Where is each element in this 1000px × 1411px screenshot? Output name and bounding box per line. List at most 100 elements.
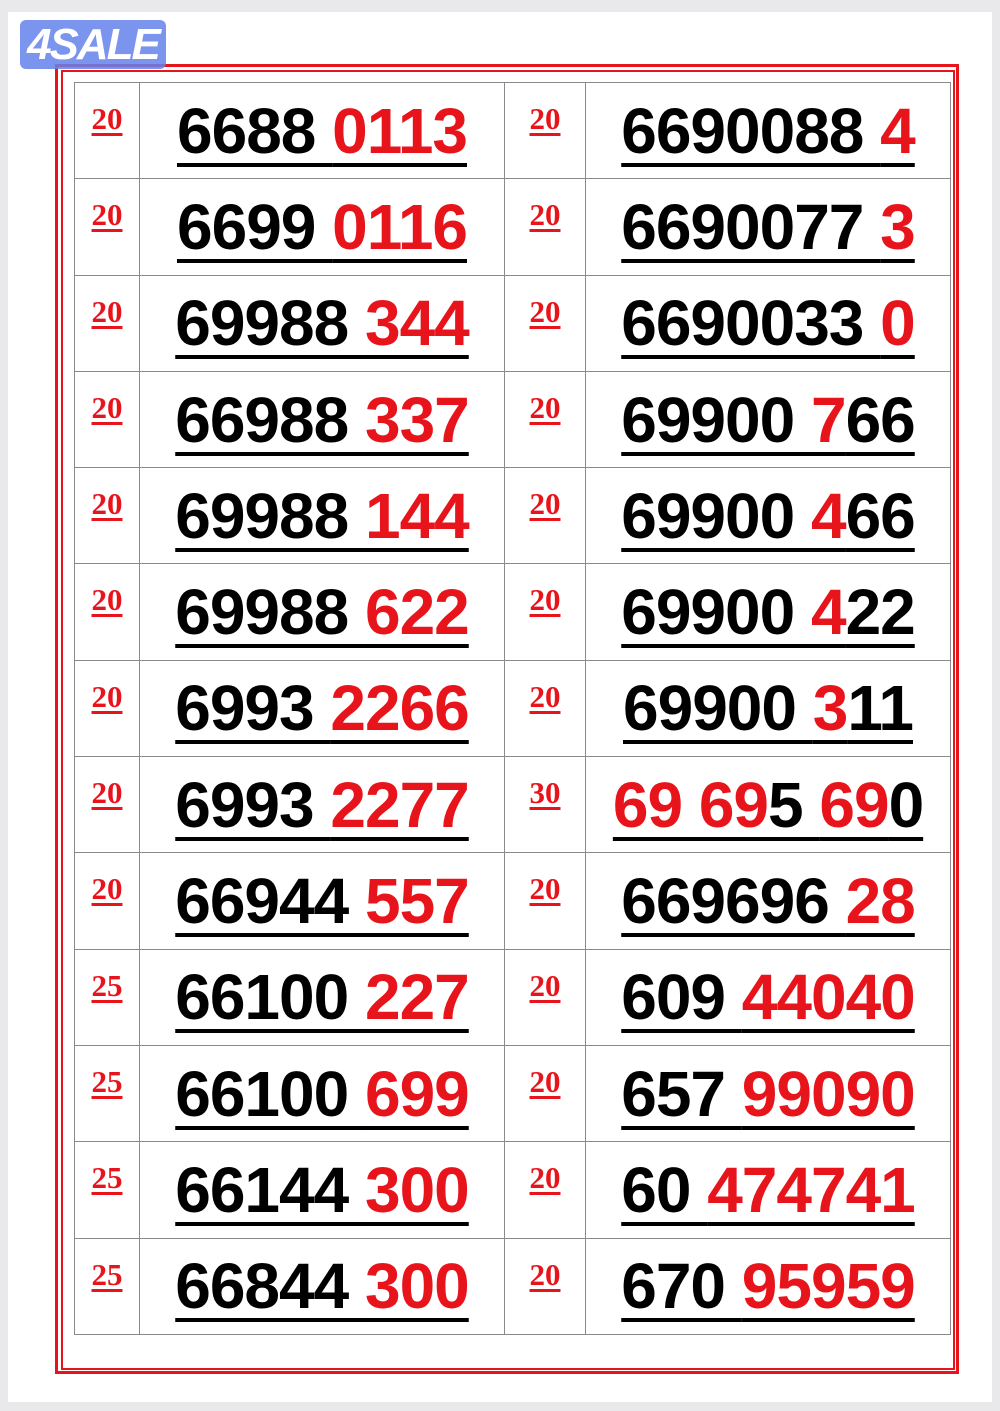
price-cell: 20: [504, 659, 586, 758]
digits: 69900: [623, 672, 813, 745]
digits: 69988: [175, 287, 365, 360]
phone-number: 69900 311: [623, 672, 914, 745]
digits: 657: [621, 1057, 742, 1130]
phone-number-cell: 60 474741: [585, 1141, 951, 1239]
price-cell: 25: [74, 1044, 140, 1143]
digits: 5: [768, 768, 820, 841]
table-row: 20 69988 622 20 69900 422: [74, 563, 951, 661]
highlighted-digits: 344: [364, 287, 470, 360]
price-cell: 20: [504, 467, 586, 565]
digits: 69988: [175, 576, 365, 649]
highlighted-digits: 474741: [707, 1153, 916, 1226]
highlighted-digits: 69 69: [612, 768, 769, 841]
highlighted-digits: 95959: [741, 1250, 916, 1323]
price-cell: 20: [504, 852, 586, 950]
phone-number: 66100 699: [175, 1057, 470, 1130]
price-cell: 20: [504, 1237, 586, 1336]
digits: 66100: [175, 1057, 365, 1130]
phone-number-cell: 69900 422: [585, 563, 951, 661]
price-cell: 20: [74, 274, 140, 372]
phone-number: 6699 0116: [177, 190, 468, 263]
phone-number: 6993 2277: [175, 768, 470, 841]
highlighted-digits: 300: [364, 1153, 470, 1226]
outer-red-border: [55, 64, 959, 1374]
price-label: 20: [91, 197, 123, 233]
phone-number: 66944 557: [175, 865, 470, 937]
digits: 66844: [175, 1250, 365, 1323]
table-row: 25 66144 300 20 60 474741: [74, 1141, 951, 1239]
table-row: 25 66844 300 20 670 95959: [74, 1237, 951, 1336]
price-label: 25: [91, 967, 123, 1003]
phone-number: 6690077 3: [621, 190, 916, 263]
phone-number-cell: 609 44040: [585, 948, 951, 1046]
digits: 0: [888, 768, 925, 841]
price-cell: 20: [74, 370, 140, 469]
price-label: 20: [91, 389, 123, 425]
digits: 6993: [175, 672, 331, 745]
phone-number: 69900 766: [621, 383, 916, 456]
highlighted-digits: 0: [880, 287, 916, 360]
phone-number-cell: 6690033 0: [585, 274, 951, 372]
phone-number-cell: 66844 300: [139, 1237, 505, 1336]
phone-number-cell: 69900 466: [585, 467, 951, 565]
price-label: 20: [529, 967, 561, 1003]
price-cell: 20: [504, 1044, 586, 1143]
highlighted-digits: 2277: [330, 768, 469, 841]
table-row: 20 6993 2266 20 69900 311: [74, 659, 951, 758]
digits: 11: [847, 672, 914, 745]
phone-number: 657 99090: [621, 1057, 916, 1130]
digits: 6993: [175, 768, 331, 841]
phone-number-cell: 670 95959: [585, 1237, 951, 1336]
phone-number-cell: 669696 28: [585, 852, 951, 950]
phone-number-cell: 69988 344: [139, 274, 505, 372]
highlighted-digits: 3: [812, 672, 849, 745]
table-row: 20 6699 0116 20 6690077 3: [74, 178, 951, 276]
digits: 66144: [175, 1153, 365, 1226]
price-cell: 25: [74, 1237, 140, 1336]
price-label: 20: [529, 1256, 561, 1292]
price-label: 20: [529, 293, 561, 329]
phone-number-cell: 657 99090: [585, 1044, 951, 1143]
price-cell: 25: [74, 1141, 140, 1239]
digits: 66100: [175, 961, 365, 1034]
digits: 6699: [177, 190, 333, 263]
phone-number-cell: 69900 766: [585, 370, 951, 469]
phone-number: 60 474741: [621, 1153, 916, 1226]
phone-number: 66844 300: [175, 1250, 470, 1323]
price-label: 20: [529, 197, 561, 233]
phone-number: 6688 0113: [177, 95, 468, 167]
price-cell: 20: [504, 1141, 586, 1239]
phone-number-cell: 66988 337: [139, 370, 505, 469]
number-price-table: 20 6688 0113 20 6690088 4 20 6699 0116 20 66900…: [74, 81, 951, 1336]
phone-number-cell: 69988 622: [139, 563, 505, 661]
digits: 670: [621, 1250, 742, 1323]
highlighted-digits: 622: [364, 576, 470, 649]
price-label: 20: [529, 1160, 561, 1196]
phone-number: 609 44040: [621, 961, 916, 1034]
highlighted-digits: 7: [810, 383, 847, 456]
price-cell: 20: [74, 756, 140, 854]
price-label: 20: [529, 582, 561, 618]
price-cell: 20: [74, 178, 140, 276]
phone-number-cell: 69 695 690: [585, 756, 951, 854]
digits: 69900: [621, 383, 811, 456]
highlighted-digits: 4: [880, 94, 916, 167]
digits: 69900: [621, 479, 811, 552]
price-label: 25: [91, 1063, 123, 1099]
phone-number: 66988 337: [175, 384, 470, 456]
highlighted-digits: 699: [364, 1057, 470, 1130]
4sale-logo-watermark: 4SALE: [20, 20, 166, 69]
price-cell: 20: [74, 852, 140, 950]
highlighted-digits: 44040: [741, 961, 916, 1034]
phone-number: 669696 28: [621, 865, 916, 937]
phone-number-cell: 66100 699: [139, 1044, 505, 1143]
phone-number-cell: 6699 0116: [139, 178, 505, 276]
table-row: 20 6993 2277 30 69 695 690: [74, 756, 951, 854]
price-list-sheet: 20 6688 0113 20 6690088 4 20 6699 0116 20 66900…: [8, 12, 992, 1402]
digits: 6690077: [621, 190, 881, 263]
phone-number-cell: 6993 2266: [139, 659, 505, 758]
inner-red-border: [61, 70, 955, 1370]
phone-number-cell: 6688 0113: [139, 81, 505, 180]
highlighted-digits: 69: [819, 768, 889, 841]
phone-number-cell: 6993 2277: [139, 756, 505, 854]
